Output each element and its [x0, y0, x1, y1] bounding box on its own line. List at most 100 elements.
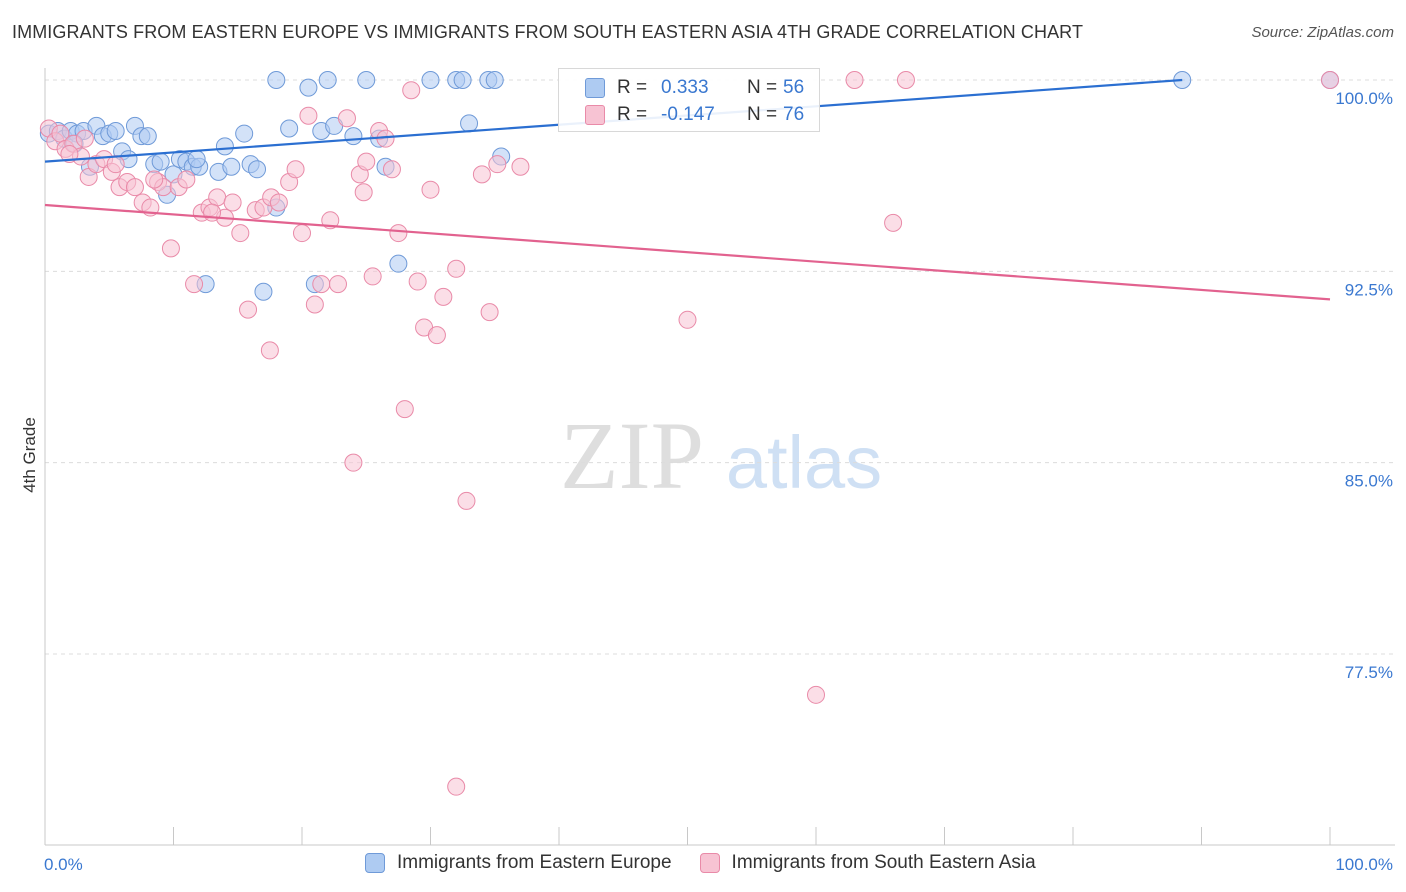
stats-legend: R = 0.333 N = 56 R = -0.147 N = 76 [558, 68, 820, 132]
point-eastern-europe [235, 124, 254, 143]
point-south-eastern-asia [427, 326, 446, 345]
legend-swatch-pink [699, 853, 720, 873]
point-eastern-europe [254, 282, 273, 301]
point-south-eastern-asia [337, 109, 356, 128]
r-value: 0.333 [661, 77, 709, 98]
n-label: N = [747, 77, 778, 98]
x-tick-label: 0.0% [44, 855, 83, 874]
legend-swatch-blue [365, 853, 385, 873]
point-south-eastern-asia [402, 81, 421, 100]
point-eastern-europe [485, 71, 504, 89]
point-eastern-europe [344, 127, 363, 146]
stats-swatch-blue [585, 78, 605, 98]
point-south-eastern-asia [354, 183, 373, 202]
point-south-eastern-asia [305, 295, 324, 314]
point-eastern-europe [318, 71, 337, 89]
point-south-eastern-asia [1321, 71, 1339, 89]
point-eastern-europe [215, 137, 234, 156]
point-south-eastern-asia [260, 341, 279, 360]
point-eastern-europe [187, 150, 206, 169]
point-south-eastern-asia [421, 180, 440, 199]
trend-line-south-eastern-asia [44, 203, 1331, 301]
point-eastern-europe [138, 127, 157, 146]
point-south-eastern-asia [447, 259, 466, 278]
point-south-eastern-asia [382, 160, 401, 179]
y-tick-label: 92.5% [1345, 280, 1393, 299]
x-tick-label: 100.0% [1335, 855, 1393, 874]
point-south-eastern-asia [312, 275, 331, 294]
point-south-eastern-asia [472, 165, 491, 184]
point-south-eastern-asia [480, 303, 499, 322]
point-south-eastern-asia [457, 491, 476, 510]
stats-row-eastern-europe: R = 0.333 N = 56 [585, 77, 804, 99]
point-south-eastern-asia [511, 157, 530, 176]
legend-item-eastern-europe[interactable]: Immigrants from Eastern Europe [365, 852, 672, 874]
point-south-eastern-asia [177, 170, 196, 189]
point-eastern-europe [357, 71, 376, 89]
point-south-eastern-asia [678, 310, 697, 329]
bottom-legend: Immigrants from Eastern Europe Immigrant… [365, 852, 1064, 874]
point-south-eastern-asia [208, 188, 227, 207]
chart-title: IMMIGRANTS FROM EASTERN EUROPE VS IMMIGR… [12, 22, 1084, 42]
point-south-eastern-asia [185, 275, 204, 294]
legend-item-south-eastern-asia[interactable]: Immigrants from South Eastern Asia [699, 852, 1036, 874]
axes [44, 68, 1395, 846]
point-eastern-europe [267, 71, 286, 89]
legend-label: Immigrants from Eastern Europe [397, 852, 672, 873]
y-tick-label: 77.5% [1345, 663, 1393, 682]
point-eastern-europe [421, 71, 440, 89]
source-label: Source: ZipAtlas.com [1251, 24, 1394, 41]
stats-row-south-eastern-asia: R = -0.147 N = 76 [585, 104, 804, 126]
point-south-eastern-asia [357, 152, 376, 171]
point-south-eastern-asia [328, 275, 347, 294]
point-south-eastern-asia [845, 71, 864, 89]
point-eastern-europe [453, 71, 472, 89]
point-eastern-europe [222, 157, 241, 176]
point-eastern-europe [389, 254, 408, 273]
r-label: R = [617, 104, 648, 125]
point-south-eastern-asia [106, 155, 125, 174]
point-south-eastern-asia [363, 267, 382, 286]
point-eastern-europe [248, 160, 267, 179]
legend-label: Immigrants from South Eastern Asia [731, 852, 1036, 873]
point-south-eastern-asia [239, 300, 258, 319]
point-south-eastern-asia [299, 106, 318, 125]
point-south-eastern-asia [286, 160, 305, 179]
point-south-eastern-asia [231, 224, 250, 243]
point-south-eastern-asia [125, 178, 144, 197]
y-tick-label: 100.0% [1335, 89, 1393, 108]
point-south-eastern-asia [488, 155, 507, 174]
point-south-eastern-asia [293, 224, 311, 243]
point-eastern-europe [460, 114, 479, 133]
point-eastern-europe [106, 122, 125, 141]
stats-swatch-pink [585, 105, 605, 125]
point-south-eastern-asia [389, 224, 408, 243]
point-south-eastern-asia [395, 400, 414, 419]
point-south-eastern-asia [807, 685, 825, 704]
point-south-eastern-asia [344, 453, 363, 472]
point-south-eastern-asia [408, 272, 427, 291]
point-south-eastern-asia [145, 170, 164, 189]
point-south-eastern-asia [75, 129, 94, 148]
watermark: ZIP atlas [560, 402, 882, 509]
point-south-eastern-asia [884, 213, 903, 232]
point-south-eastern-asia [223, 193, 242, 212]
watermark-zip: ZIP [560, 402, 704, 509]
point-south-eastern-asia [161, 239, 180, 258]
y-tick-label: 85.0% [1345, 472, 1393, 491]
point-south-eastern-asia [60, 144, 79, 163]
n-value: 76 [783, 104, 805, 125]
point-south-eastern-asia [896, 71, 915, 89]
r-label: R = [617, 77, 648, 98]
point-eastern-europe [280, 119, 299, 138]
tick-labels: 100.0% 92.5% 85.0% 77.5% 0.0% 100.0% [44, 89, 1393, 874]
r-value: -0.147 [661, 104, 715, 125]
point-south-eastern-asia [447, 777, 466, 796]
point-south-eastern-asia [269, 193, 288, 212]
n-label: N = [747, 104, 778, 125]
point-eastern-europe [151, 152, 170, 171]
point-south-eastern-asia [434, 287, 453, 306]
point-eastern-europe [299, 78, 318, 97]
n-value: 56 [783, 77, 805, 98]
